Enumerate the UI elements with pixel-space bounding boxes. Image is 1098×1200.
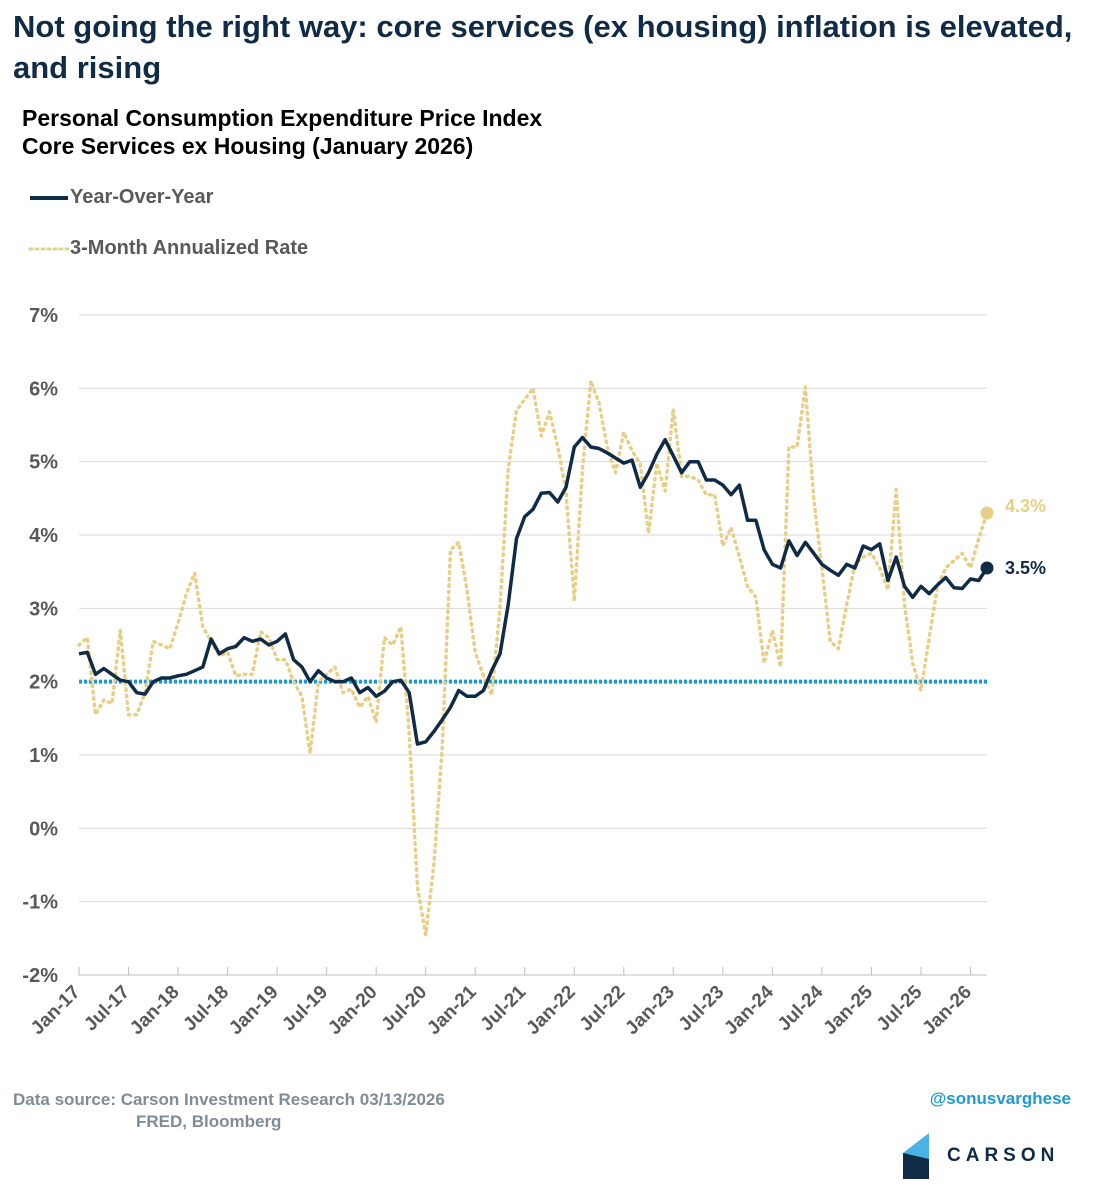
x-tick-label: Jan-19 — [225, 982, 282, 1039]
chart-subtitle: Personal Consumption Expenditure Price I… — [22, 104, 542, 160]
x-tick-label: Jan-17 — [27, 982, 84, 1039]
x-tick-label: Jul-25 — [873, 981, 927, 1035]
legend-item-yoy: Year-Over-Year — [28, 186, 213, 209]
y-tick-label: 6% — [29, 378, 58, 400]
end-point-yoy — [980, 561, 994, 575]
y-tick-label: -1% — [22, 892, 58, 914]
headline: Not going the right way: core services (… — [13, 9, 1073, 85]
end-label-annualized: 4.3% — [1005, 496, 1046, 516]
subtitle-line-2: Core Services ex Housing (January 2026) — [22, 133, 474, 159]
y-tick-label: 2% — [29, 672, 58, 694]
x-tick-label: Jan-23 — [621, 982, 678, 1039]
legend-label-yoy: Year-Over-Year — [70, 186, 214, 208]
x-tick-label: Jul-18 — [179, 982, 233, 1036]
legend-item-annualized: 3-Month Annualized Rate — [28, 237, 308, 260]
carson-logo-icon — [903, 1133, 929, 1179]
y-tick-label: 7% — [29, 305, 58, 327]
x-tick-label: Jul-24 — [774, 981, 828, 1035]
line-chart: 7% 6% 5% 4% 3% 2% 1% 0% -1% -2%Jan-17Jul-17Jan-18… — [22, 305, 1046, 1039]
data-source: Data source: Carson Investment Research … — [13, 1089, 445, 1133]
y-tick-label: 4% — [29, 525, 58, 547]
x-tick-label: Jul-19 — [278, 982, 332, 1036]
x-tick-label: Jul-22 — [576, 982, 630, 1036]
x-tick-label: Jan-26 — [919, 982, 976, 1039]
x-tick-label: Jan-18 — [126, 982, 183, 1039]
y-tick-label: 5% — [29, 452, 58, 474]
x-tick-label: Jan-22 — [522, 982, 579, 1039]
y-tick-label: 3% — [29, 598, 58, 620]
x-tick-label: Jan-25 — [820, 981, 878, 1039]
end-point-annualized — [980, 506, 994, 520]
legend-dotted-line-icon — [28, 247, 70, 250]
y-tick-label: -2% — [22, 965, 58, 987]
x-tick-label: Jan-24 — [720, 981, 778, 1039]
x-tick-label: Jul-21 — [477, 981, 531, 1035]
carson-logo: CARSON — [903, 1133, 1059, 1179]
legend-label-annualized: 3-Month Annualized Rate — [70, 237, 309, 259]
series-line-annualized — [77, 379, 989, 937]
legend-solid-line-icon — [30, 195, 68, 200]
y-tick-label: 0% — [29, 818, 58, 840]
carson-logo-text: CARSON — [947, 1145, 1060, 1166]
x-tick-label: Jan-20 — [324, 982, 381, 1039]
x-tick-label: Jul-17 — [80, 982, 134, 1036]
data-source-line-1: Data source: Carson Investment Research … — [13, 1090, 445, 1109]
y-tick-label: 1% — [29, 745, 58, 767]
series-line-yoy — [78, 435, 989, 746]
x-tick-label: Jul-23 — [675, 982, 729, 1036]
x-tick-label: Jan-21 — [423, 981, 481, 1039]
subtitle-line-1: Personal Consumption Expenditure Price I… — [22, 105, 543, 131]
x-tick-label: Jul-20 — [378, 982, 432, 1036]
author-handle: @sonusvarghese — [929, 1089, 1071, 1108]
data-source-line-2: FRED, Bloomberg — [136, 1112, 282, 1131]
end-label-yoy: 3.5% — [1005, 558, 1046, 578]
